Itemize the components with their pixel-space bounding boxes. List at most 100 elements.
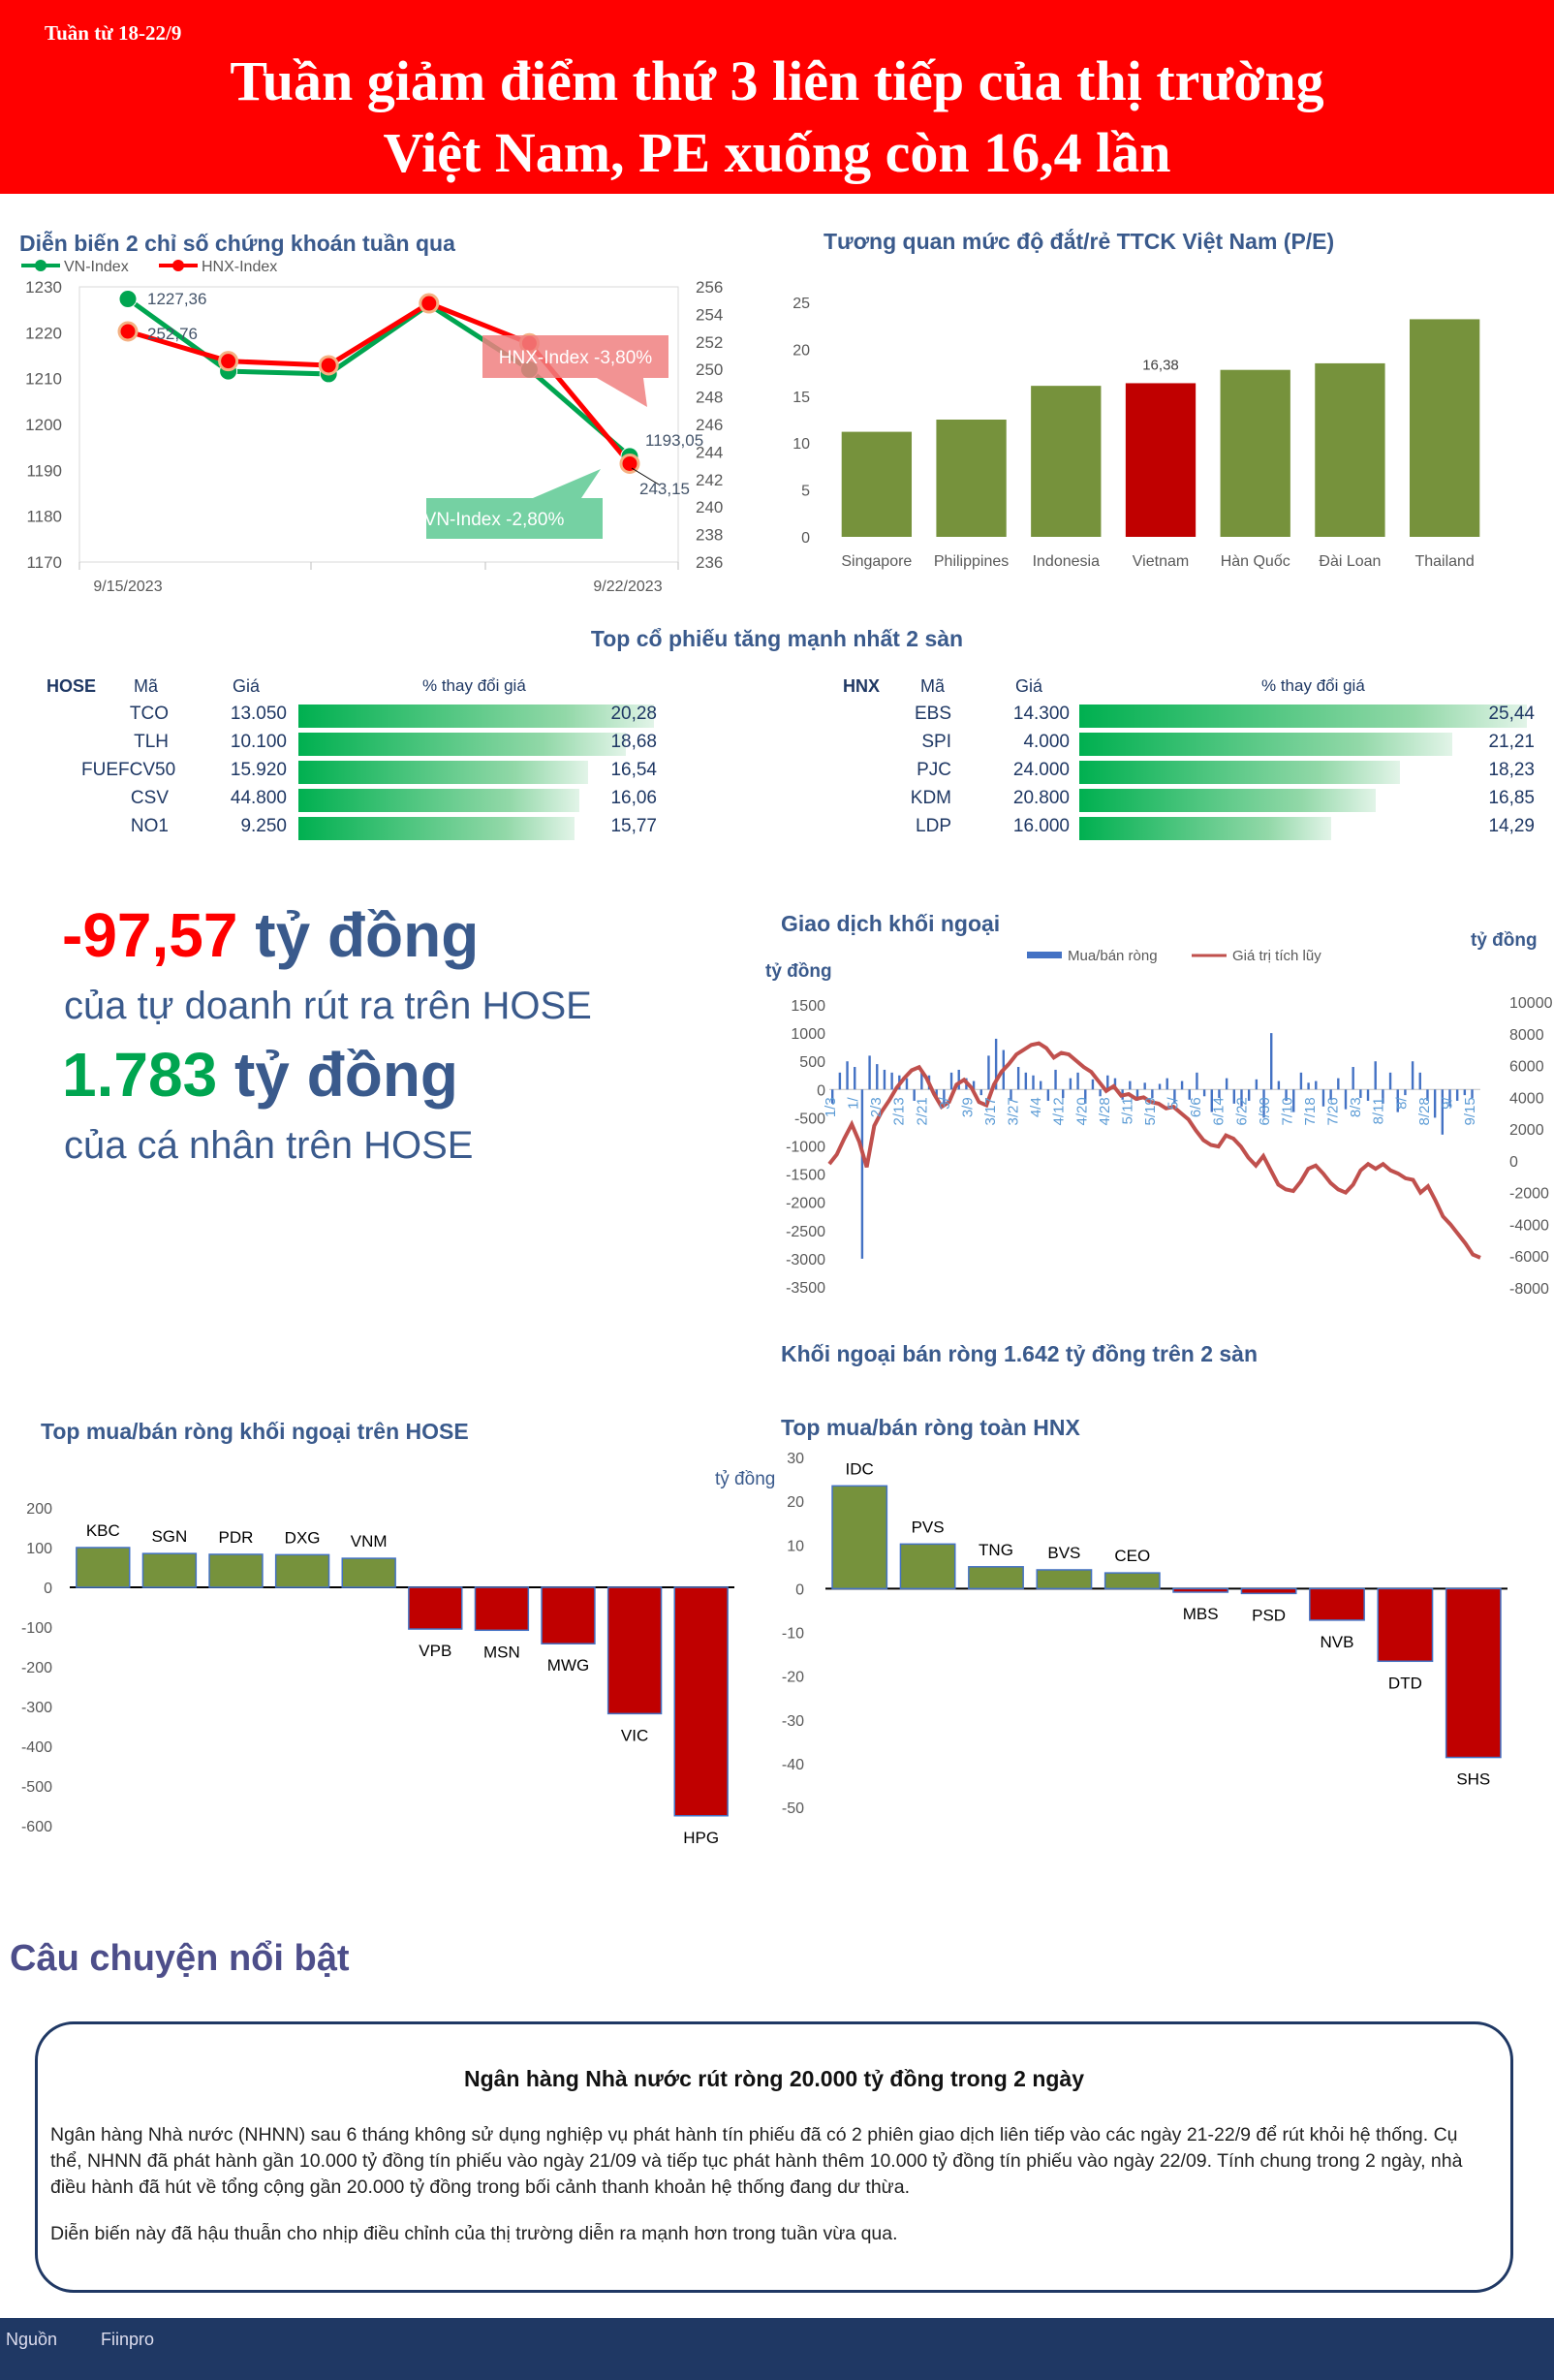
net-flow-bar (1247, 1089, 1251, 1101)
vn-index-line (126, 297, 632, 458)
hose-row-price: 13.050 (230, 704, 287, 724)
foreign-chart: Mua/bán ròng Giá trị tích lũy 1500 1000 500 0… (786, 948, 1553, 1298)
hnx-foreign-bar-label: CEO (1114, 1547, 1150, 1565)
hose-foreign-bar-label: VNM (351, 1532, 388, 1550)
index-left-tick: 1180 (26, 508, 62, 526)
foreign-left-tick: 1000 (791, 1026, 825, 1043)
foreign-left-tick: -3000 (786, 1252, 825, 1268)
hose-foreign-bar (76, 1547, 131, 1588)
net-flow-bar (1151, 1089, 1154, 1099)
index-x-start-label: 9/15/2023 (93, 579, 162, 595)
legend-vn-label: VN-Index (64, 259, 129, 275)
net-flow-bar (1091, 1079, 1095, 1090)
legend-net-label: Mua/bán ròng (1068, 948, 1158, 964)
pe-category-label: Singapore (841, 553, 912, 570)
net-flow-bar (1374, 1061, 1377, 1090)
foreign-right-tick: 0 (1509, 1154, 1518, 1171)
foreign-date-label: 9/15 (1462, 1097, 1478, 1125)
hose-foreign-bar (673, 1586, 729, 1817)
foreign-right-tick: -8000 (1509, 1281, 1549, 1298)
pe-category-label: Vietnam (1133, 553, 1189, 570)
pe-bar (841, 431, 913, 537)
foreign-left-tick: -1000 (786, 1140, 825, 1156)
net-flow-bar (1366, 1089, 1370, 1101)
net-flow-bar (890, 1072, 893, 1090)
hnx-foreign-bar-label: SHS (1456, 1770, 1490, 1789)
foreign-right-tick: -6000 (1509, 1249, 1549, 1266)
index-right-tick: 248 (696, 389, 723, 407)
net-flow-bar (831, 1089, 834, 1104)
hnx-row-code: LDP (916, 816, 951, 836)
hnx-foreign-y-tick: 20 (787, 1494, 804, 1511)
net-flow-bar (1113, 1078, 1117, 1090)
index-right-tick: 238 (696, 526, 723, 545)
hnx-foreign-bar-label: IDC (846, 1459, 874, 1478)
prop-trading-unit: tỷ đồng (255, 900, 480, 970)
retail-figure: 1.783 tỷ đồng (62, 1039, 458, 1111)
pe-y-tick: 5 (801, 484, 810, 500)
index-left-tick: 1200 (25, 416, 62, 434)
net-flow-bar (1433, 1089, 1437, 1118)
hnx-index-point (117, 321, 139, 342)
hnx-foreign-bar (1309, 1587, 1365, 1621)
net-flow-bar (1062, 1089, 1065, 1099)
hnx-row-price: 16.000 (1012, 816, 1070, 836)
foreign-right-tick: 2000 (1509, 1122, 1544, 1139)
net-flow-bar (979, 1089, 982, 1096)
foreign-left-tick: -1500 (786, 1168, 825, 1184)
hnx-row-change: 25,44 (1488, 704, 1535, 724)
legend-cum-label: Giá trị tích lũy (1232, 948, 1321, 964)
foreign-date-label: 6/30 (1257, 1097, 1273, 1125)
net-flow-bar (957, 1069, 960, 1090)
hose-foreign-bar-label: VIC (621, 1726, 648, 1744)
hnx-foreign-bar (1103, 1572, 1161, 1590)
foreign-date-label: 3/ (937, 1096, 953, 1109)
net-flow-bar (1010, 1089, 1012, 1101)
foreign-date-label: 3/9 (959, 1097, 976, 1117)
hose-row-code: TLH (134, 732, 169, 752)
hose-foreign-bar-label: MWG (547, 1656, 589, 1675)
pe-y-tick: 15 (793, 390, 810, 406)
net-flow-bar (1032, 1075, 1035, 1090)
story-title: Ngân hàng Nhà nước rút ròng 20.000 tỷ đồ… (463, 2066, 1084, 2091)
hnx-foreign-bar (1240, 1587, 1297, 1595)
net-flow-bar (854, 1067, 856, 1090)
index-right-tick: 250 (696, 360, 723, 379)
net-flow-bar (868, 1055, 871, 1090)
hose-row-code: NO1 (130, 816, 169, 836)
hnx-index-point (419, 293, 440, 314)
hose-row-code: TCO (129, 704, 169, 724)
net-flow-bar (994, 1038, 998, 1090)
net-flow-bar (1277, 1080, 1281, 1090)
net-flow-bar (1054, 1069, 1057, 1090)
foreign-left-tick: 500 (799, 1054, 825, 1071)
net-flow-bar (1180, 1080, 1184, 1090)
foreign-right-tick: -4000 (1509, 1217, 1549, 1234)
net-flow-bar (1099, 1089, 1102, 1097)
hnx-change-header: % thay đổi giá (1261, 676, 1365, 695)
legend-vn-marker (35, 260, 47, 271)
pe-y-tick: 20 (793, 342, 810, 359)
net-flow-bar (987, 1055, 990, 1090)
net-flow-bar (1270, 1033, 1273, 1090)
hnx-foreign-y-tick: -10 (782, 1626, 804, 1643)
foreign-left-tick: -3500 (786, 1280, 825, 1297)
net-flow-bar (1210, 1089, 1213, 1112)
hnx-row-change: 21,21 (1488, 732, 1535, 752)
index-right-tick: 254 (696, 305, 723, 324)
hose-foreign-bar (474, 1586, 530, 1632)
pe-bar (1220, 369, 1290, 537)
pe-y-tick: 0 (801, 530, 810, 547)
foreign-right-unit: tỷ đồng (1471, 930, 1538, 951)
hnx-index-point (218, 351, 239, 372)
retail-value: 1.783 (62, 1040, 218, 1110)
index-right-tick: 244 (696, 443, 723, 461)
hnx-foreign-bar-label: PSD (1252, 1606, 1286, 1624)
hnx-callout-text: HNX-Index -3,80% (499, 348, 653, 368)
hose-exchange-label: HOSE (47, 676, 97, 696)
net-flow-bar (1285, 1089, 1288, 1101)
hose-change-bar (298, 705, 654, 728)
index-right-tick: 236 (696, 553, 723, 572)
hnx-index-point (619, 453, 640, 474)
hnx-foreign-bar (1445, 1587, 1502, 1759)
